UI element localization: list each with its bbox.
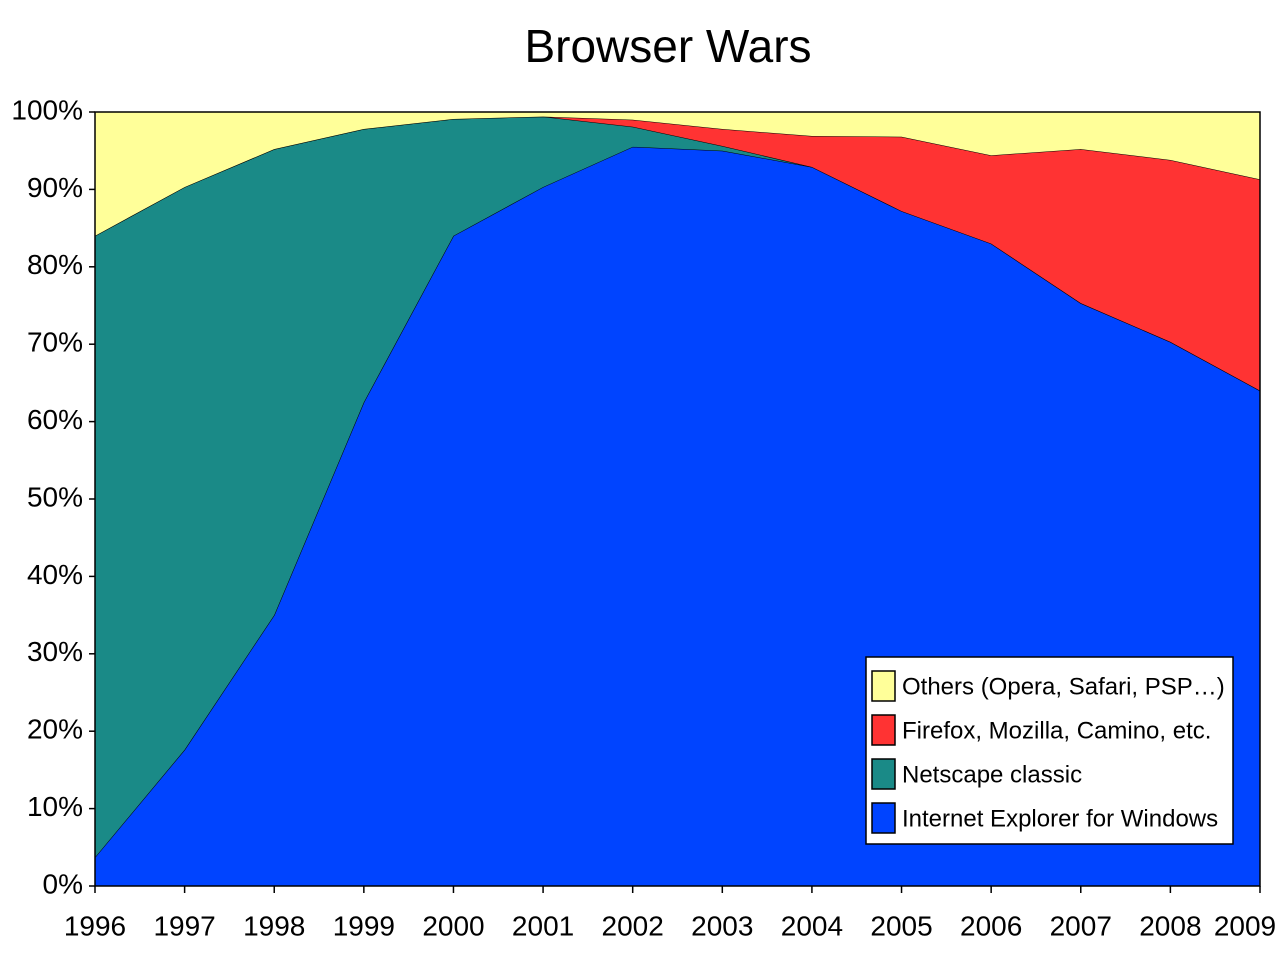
y-tick-label: 100%	[11, 94, 83, 125]
area	[95, 112, 1260, 236]
x-tick-label: 1996	[64, 910, 126, 941]
chart-title: Browser Wars	[524, 20, 811, 72]
y-tick-label: 50%	[27, 481, 83, 512]
legend-swatch	[871, 758, 896, 790]
y-tick-label: 90%	[27, 172, 83, 203]
x-tick-label: 2001	[512, 910, 574, 941]
y-tick-label: 20%	[27, 714, 83, 745]
x-tick-label: 2002	[602, 910, 664, 941]
x-tick-label: 1999	[333, 910, 395, 941]
x-tick-label: 2009	[1214, 910, 1276, 941]
x-tick-label: 1998	[243, 910, 305, 941]
x-tick-label: 2003	[691, 910, 753, 941]
legend-swatch	[871, 802, 896, 834]
y-tick-label: 30%	[27, 636, 83, 667]
y-tick-label: 10%	[27, 791, 83, 822]
x-tick-label: 1997	[153, 910, 215, 941]
y-tick-label: 60%	[27, 404, 83, 435]
y-tick-label: 0%	[43, 868, 83, 899]
legend-label: Netscape classic	[902, 761, 1082, 788]
legend-label: Internet Explorer for Windows	[902, 805, 1218, 832]
x-tick-label: 2005	[870, 910, 932, 941]
y-tick-label: 80%	[27, 249, 83, 280]
y-tick-label: 70%	[27, 327, 83, 358]
x-tick-label: 2000	[422, 910, 484, 941]
x-tick-label: 2007	[1050, 910, 1112, 941]
legend-box	[865, 656, 1234, 845]
area	[95, 116, 1260, 391]
y-tick-label: 40%	[27, 559, 83, 590]
x-tick-label: 2008	[1139, 910, 1201, 941]
legend-label: Firefox, Mozilla, Camino, etc.	[902, 717, 1211, 744]
legend-swatch	[871, 714, 896, 746]
legend-label: Others (Opera, Safari, PSP…)	[902, 673, 1225, 700]
legend-swatch	[871, 670, 896, 702]
x-tick-label: 2006	[960, 910, 1022, 941]
x-tick-label: 2004	[781, 910, 843, 941]
area	[95, 116, 1260, 858]
